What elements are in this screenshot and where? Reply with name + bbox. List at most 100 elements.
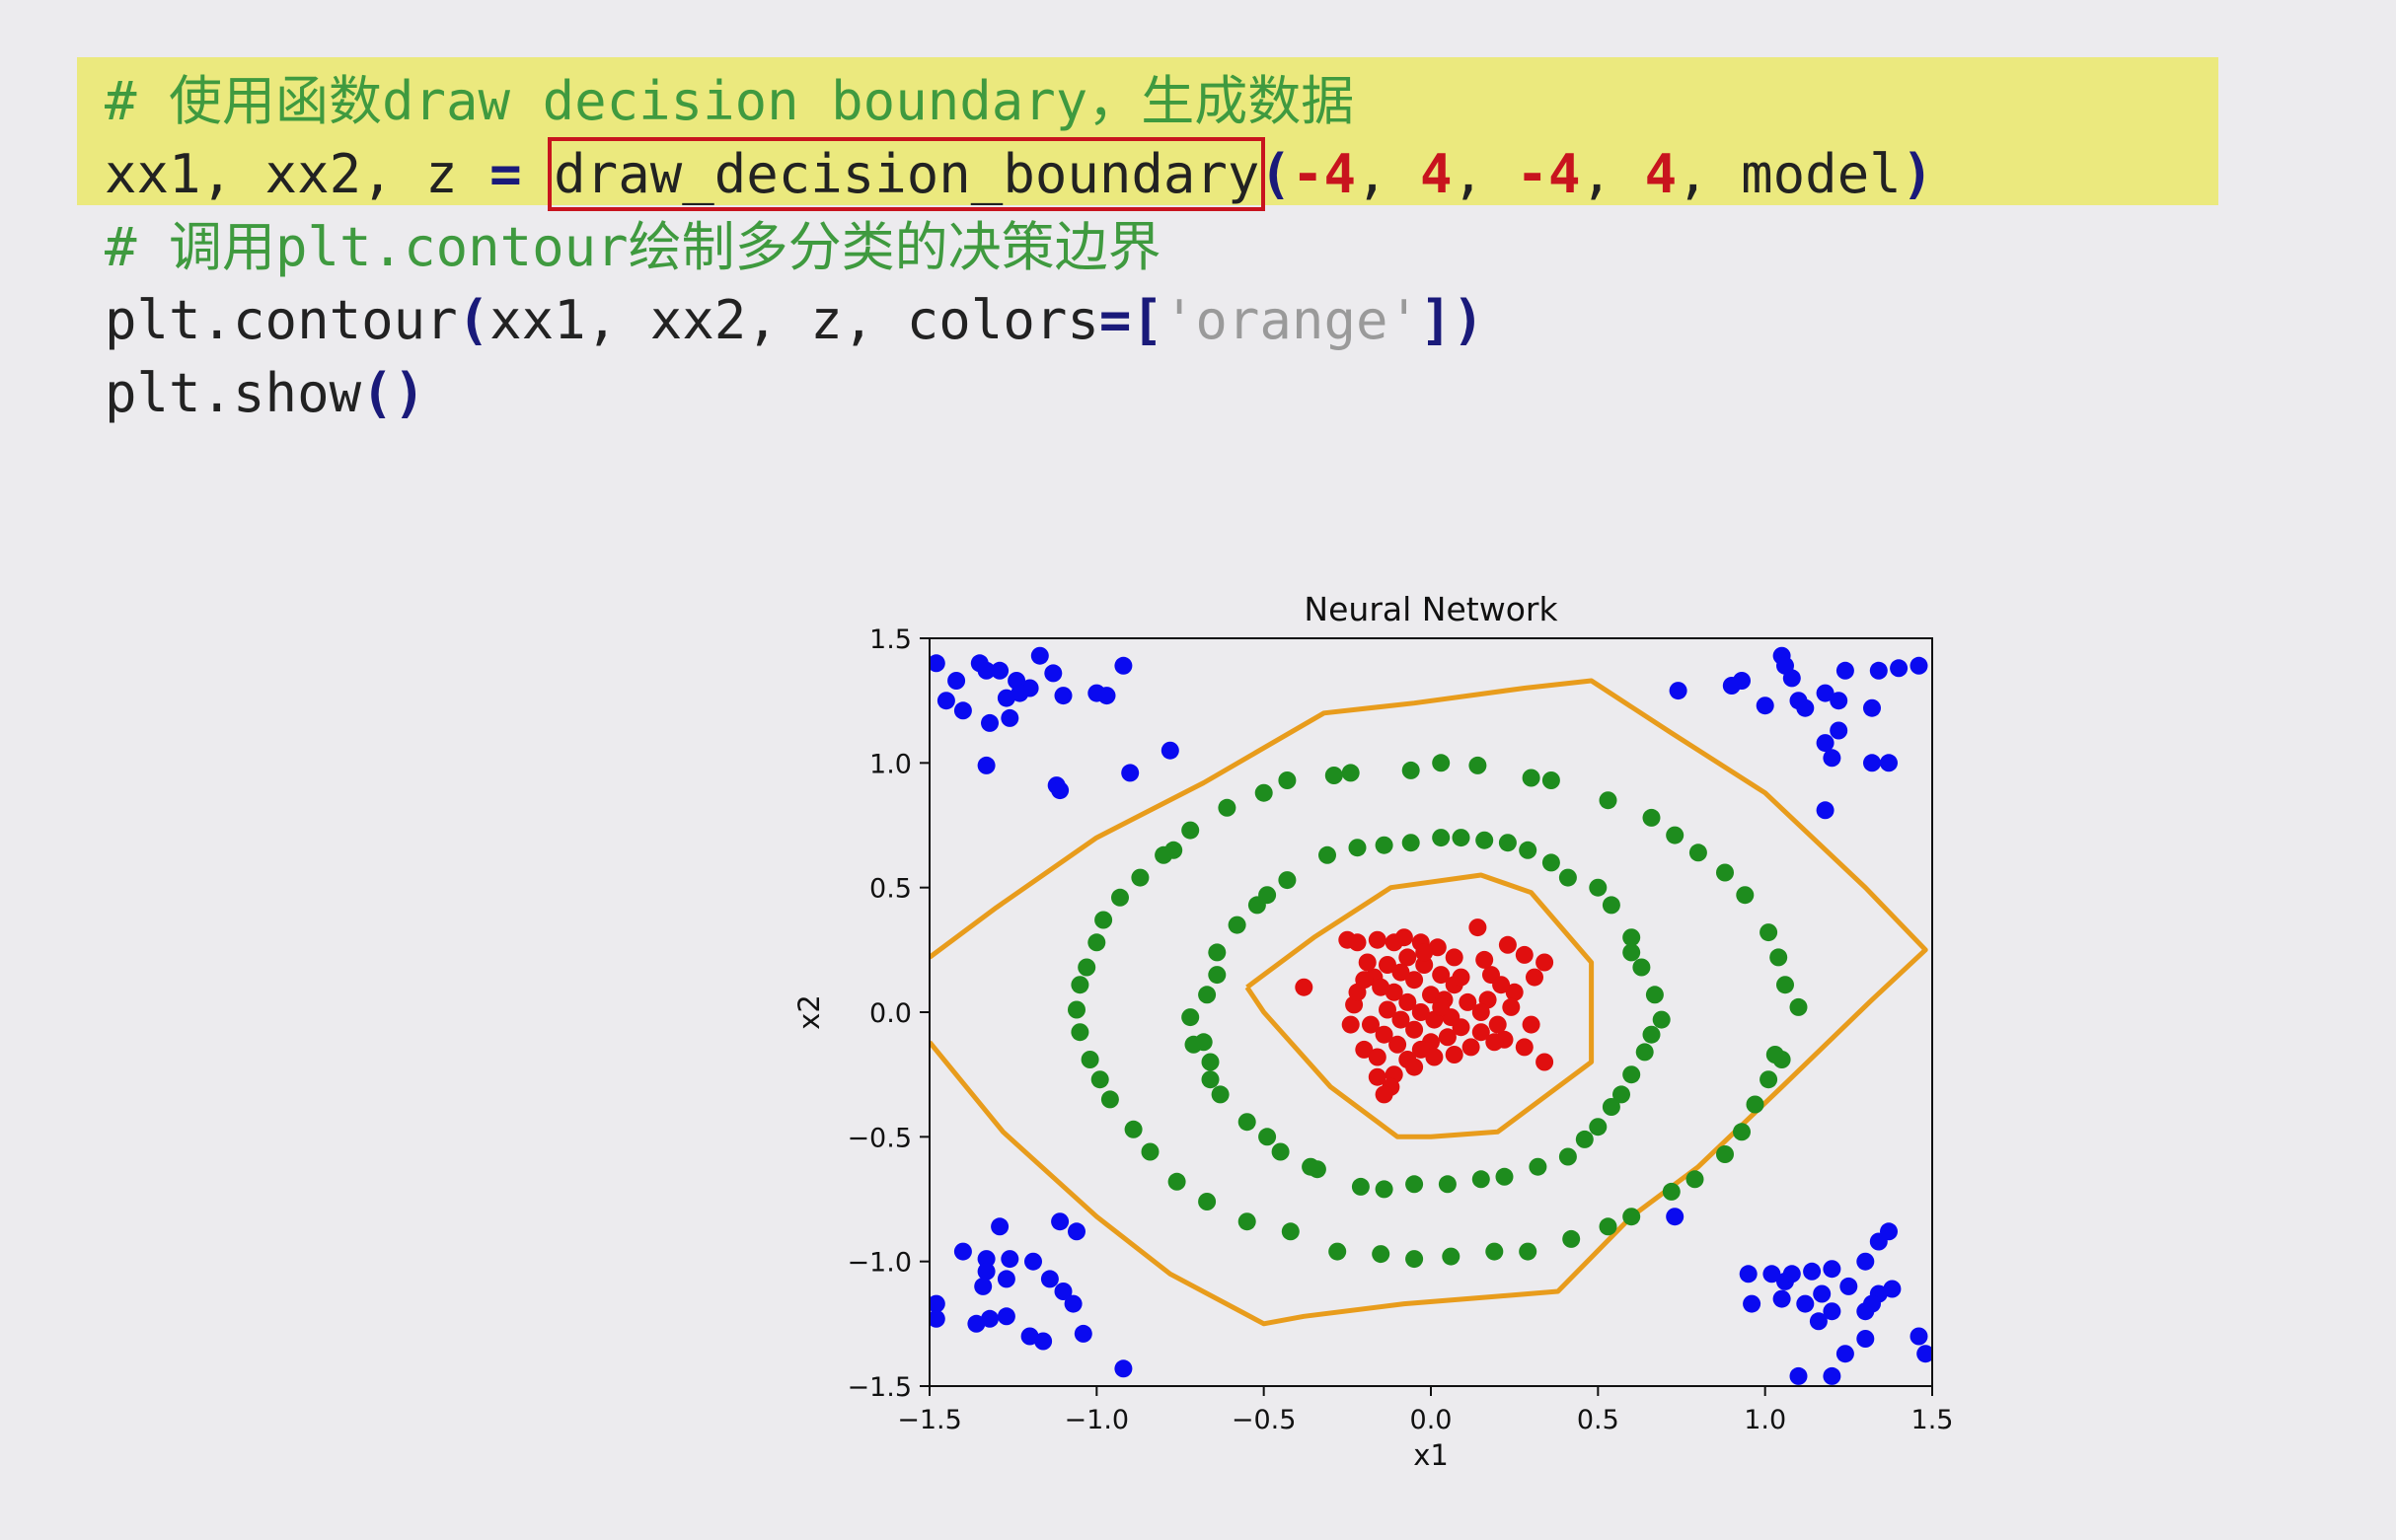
blue-class-point bbox=[953, 701, 972, 720]
x-tick-label: 0.0 bbox=[1410, 1405, 1453, 1435]
x-axis-label: x1 bbox=[1413, 1438, 1449, 1472]
x-tick-label: 1.0 bbox=[1744, 1405, 1786, 1435]
blue-class-point bbox=[1813, 1284, 1832, 1303]
blue-class-point bbox=[1051, 1212, 1070, 1231]
green-class-point bbox=[1688, 843, 1707, 862]
red-class-point bbox=[1385, 983, 1403, 1001]
blue-class-point bbox=[1024, 1252, 1042, 1271]
blue-class-point bbox=[1856, 1252, 1875, 1271]
green-class-point bbox=[1401, 834, 1420, 852]
blue-class-point bbox=[1051, 781, 1070, 800]
green-class-point bbox=[1258, 886, 1277, 905]
blue-class-point bbox=[1916, 1345, 1932, 1363]
blue-class-point bbox=[1782, 669, 1801, 688]
green-class-point bbox=[1254, 783, 1273, 802]
axes-layer: −1.5 −1.0 −0.5 0.0 0.5 1.0 1.5 −1.5 −1.0 −0.5 0.0 0… bbox=[847, 624, 1953, 1435]
green-class-point bbox=[1078, 958, 1096, 977]
blue-class-point bbox=[1823, 749, 1841, 768]
red-class-point bbox=[1405, 1020, 1424, 1039]
green-class-point bbox=[1776, 976, 1794, 994]
red-class-point bbox=[1461, 1038, 1480, 1057]
blue-class-point bbox=[981, 1309, 999, 1328]
blue-class-point bbox=[1121, 764, 1140, 782]
arg-num-2: 4 bbox=[1420, 143, 1453, 205]
contour-open-paren: ( bbox=[457, 289, 490, 351]
blue-class-point bbox=[1097, 687, 1116, 705]
red-class-point bbox=[1475, 950, 1494, 969]
red-class-point bbox=[1375, 1085, 1393, 1104]
red-class-point bbox=[1452, 968, 1470, 987]
red-class-point bbox=[1398, 992, 1417, 1011]
code-assign-targets: xx1, xx2, z bbox=[105, 143, 490, 205]
blue-class-point bbox=[1782, 1265, 1801, 1283]
green-class-point bbox=[1198, 986, 1217, 1004]
red-class-point bbox=[1492, 976, 1511, 994]
red-class-point bbox=[1398, 948, 1417, 967]
red-class-point bbox=[1428, 938, 1447, 957]
green-class-point bbox=[1218, 798, 1236, 817]
red-class-point bbox=[1445, 948, 1463, 967]
y-tick-label: −0.5 bbox=[847, 1123, 912, 1153]
red-class-point bbox=[1432, 966, 1451, 985]
green-class-point bbox=[1652, 1010, 1671, 1029]
green-class-point bbox=[1635, 1043, 1654, 1062]
blue-class-point bbox=[1909, 1327, 1928, 1346]
red-class-point bbox=[1372, 978, 1390, 996]
green-class-point bbox=[1348, 839, 1367, 857]
green-class-point bbox=[1522, 769, 1540, 787]
blue-class-point bbox=[1816, 801, 1834, 820]
blue-class-point bbox=[930, 654, 945, 673]
green-class-point bbox=[1529, 1157, 1547, 1176]
green-class-point bbox=[1642, 808, 1661, 827]
red-class-point bbox=[1391, 963, 1410, 982]
red-class-point bbox=[1438, 1028, 1457, 1047]
blue-class-point bbox=[930, 1309, 945, 1328]
code-line-2: xx1, xx2, z = draw_decision_boundary(-4,… bbox=[105, 137, 1933, 211]
green-class-point bbox=[1622, 943, 1641, 962]
green-class-point bbox=[1662, 1182, 1681, 1201]
code-area: # 使用函数draw decision boundary，生成数据 xx1, x… bbox=[0, 0, 2396, 474]
red-class-point bbox=[1522, 1015, 1540, 1034]
blue-class-point bbox=[1839, 1277, 1858, 1295]
blue-class-point bbox=[1830, 692, 1848, 710]
blue-class-point bbox=[1762, 1265, 1781, 1283]
blue-class-point bbox=[997, 1307, 1015, 1326]
green-class-point bbox=[1541, 771, 1560, 789]
code-open-paren: ( bbox=[1259, 143, 1292, 205]
x-tick-label: −1.5 bbox=[897, 1405, 962, 1435]
contour-args: xx1, xx2, z, colors bbox=[489, 289, 1099, 351]
blue-class-point bbox=[1074, 1324, 1092, 1343]
green-class-point bbox=[1760, 923, 1778, 942]
red-class-point bbox=[1471, 1023, 1490, 1042]
green-class-point bbox=[1201, 1070, 1220, 1089]
blue-class-point bbox=[1044, 664, 1063, 683]
green-class-point bbox=[1071, 976, 1089, 994]
red-class-point bbox=[1355, 971, 1374, 990]
green-class-point bbox=[1068, 1000, 1086, 1019]
green-class-point bbox=[1498, 834, 1517, 852]
blue-class-point bbox=[1830, 721, 1848, 740]
green-class-point bbox=[1666, 826, 1685, 844]
y-tick-label: −1.5 bbox=[847, 1372, 912, 1403]
arg-model: model bbox=[1741, 143, 1902, 205]
green-class-point bbox=[1769, 948, 1788, 967]
blue-class-point bbox=[1823, 1366, 1841, 1385]
green-class-point bbox=[1562, 1229, 1581, 1248]
contour-bracket-open: [ bbox=[1131, 289, 1163, 351]
red-class-point bbox=[1468, 918, 1487, 937]
green-class-point bbox=[1228, 916, 1246, 934]
red-class-point bbox=[1368, 930, 1386, 949]
green-class-point bbox=[1575, 1130, 1594, 1148]
red-class-point bbox=[1471, 1003, 1490, 1021]
red-class-point bbox=[1526, 968, 1543, 987]
blue-class-point bbox=[981, 713, 999, 732]
y-tick-label: 1.0 bbox=[869, 749, 912, 779]
green-class-point bbox=[1765, 1046, 1784, 1063]
red-class-point bbox=[1411, 1040, 1430, 1059]
green-class-point bbox=[1375, 1180, 1393, 1199]
red-class-point bbox=[1432, 997, 1451, 1016]
green-class-point bbox=[1100, 1090, 1119, 1109]
green-class-point bbox=[1278, 771, 1297, 789]
blue-class-point bbox=[1030, 646, 1049, 665]
red-class-point bbox=[1422, 986, 1440, 1004]
